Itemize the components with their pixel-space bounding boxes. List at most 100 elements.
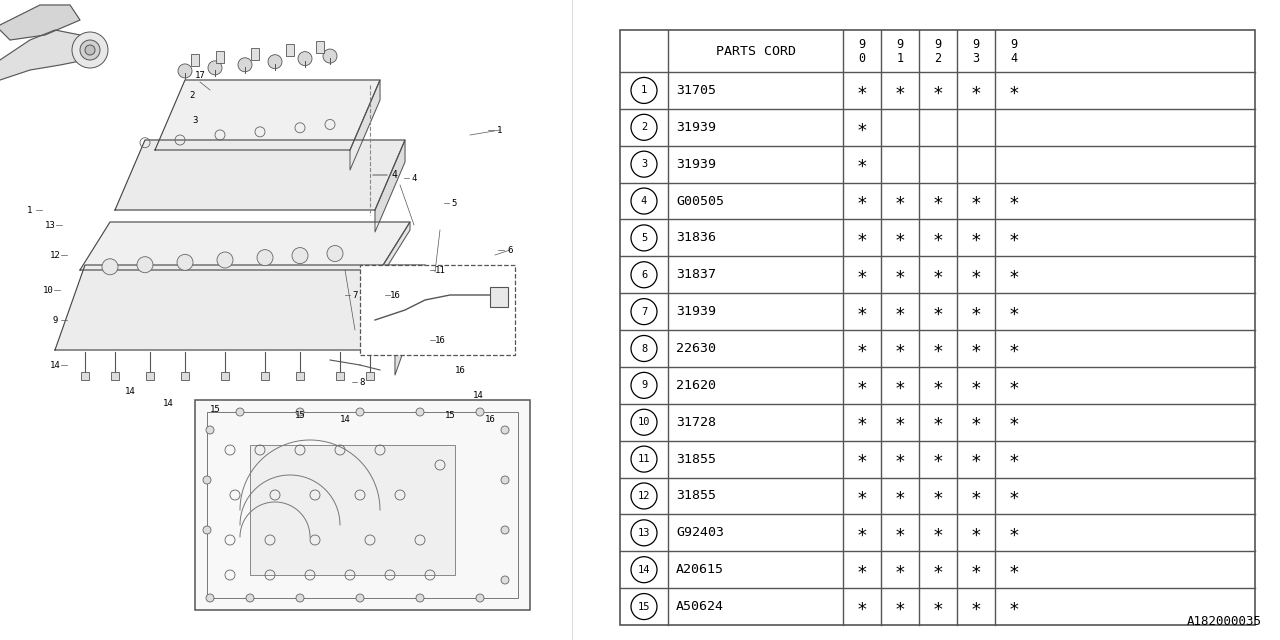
Text: 2: 2 — [189, 90, 195, 99]
Text: 8: 8 — [360, 378, 365, 387]
Text: ∗: ∗ — [1009, 192, 1019, 210]
Text: 21620: 21620 — [676, 379, 716, 392]
Text: ∗: ∗ — [1009, 413, 1019, 431]
Text: ∗: ∗ — [970, 524, 982, 542]
Text: 16: 16 — [454, 365, 466, 374]
Text: ∗: ∗ — [895, 339, 905, 358]
Text: ∗: ∗ — [856, 118, 868, 136]
Text: ∗: ∗ — [933, 561, 943, 579]
Text: ∗: ∗ — [895, 450, 905, 468]
Text: 12: 12 — [637, 491, 650, 501]
Polygon shape — [79, 222, 410, 270]
Text: 31728: 31728 — [676, 416, 716, 429]
Text: A50624: A50624 — [676, 600, 724, 613]
Text: ∗: ∗ — [1009, 339, 1019, 358]
Circle shape — [236, 408, 244, 416]
Text: 3: 3 — [641, 159, 648, 169]
Text: 3: 3 — [973, 51, 979, 65]
Bar — [251, 48, 259, 60]
Bar — [146, 372, 154, 380]
Text: 2: 2 — [641, 122, 648, 132]
Circle shape — [326, 246, 343, 262]
Bar — [216, 51, 224, 63]
Text: 31855: 31855 — [676, 490, 716, 502]
Polygon shape — [349, 80, 380, 170]
Bar — [261, 372, 269, 380]
Text: 15: 15 — [637, 602, 650, 612]
Text: 1: 1 — [896, 51, 904, 65]
Circle shape — [137, 257, 154, 273]
Text: ∗: ∗ — [1009, 229, 1019, 247]
Text: 9: 9 — [52, 316, 58, 324]
Circle shape — [206, 426, 214, 434]
Text: ∗: ∗ — [970, 81, 982, 99]
Bar — [195, 400, 530, 610]
Text: ∗: ∗ — [895, 598, 905, 616]
Text: ∗: ∗ — [1009, 376, 1019, 394]
Text: ∗: ∗ — [856, 266, 868, 284]
Text: ∗: ∗ — [1009, 524, 1019, 542]
Text: ∗: ∗ — [933, 376, 943, 394]
Text: 13: 13 — [637, 528, 650, 538]
Text: 7: 7 — [641, 307, 648, 317]
Text: 7: 7 — [352, 291, 357, 300]
Text: 9: 9 — [934, 38, 942, 51]
Circle shape — [178, 64, 192, 78]
Text: ∗: ∗ — [895, 561, 905, 579]
Text: ∗: ∗ — [933, 192, 943, 210]
Bar — [316, 41, 324, 53]
Circle shape — [218, 252, 233, 268]
Text: ∗: ∗ — [1009, 81, 1019, 99]
Text: ∗: ∗ — [933, 524, 943, 542]
Circle shape — [356, 594, 364, 602]
Text: ∗: ∗ — [970, 376, 982, 394]
Text: ∗: ∗ — [856, 561, 868, 579]
Circle shape — [204, 476, 211, 484]
Text: G00505: G00505 — [676, 195, 724, 207]
Circle shape — [268, 54, 282, 68]
Text: A20615: A20615 — [676, 563, 724, 576]
Text: ∗: ∗ — [933, 450, 943, 468]
Text: ∗: ∗ — [970, 339, 982, 358]
Circle shape — [356, 408, 364, 416]
Text: ∗: ∗ — [933, 598, 943, 616]
Text: ∗: ∗ — [970, 598, 982, 616]
Text: 8: 8 — [641, 344, 648, 353]
Text: 9: 9 — [973, 38, 979, 51]
Text: 14: 14 — [339, 415, 351, 424]
Text: 5: 5 — [452, 198, 457, 207]
Text: A182000035: A182000035 — [1187, 615, 1262, 628]
Text: PARTS CORD: PARTS CORD — [716, 45, 795, 58]
Circle shape — [207, 61, 221, 75]
Text: ∗: ∗ — [933, 81, 943, 99]
Text: 6: 6 — [641, 270, 648, 280]
Text: 31939: 31939 — [676, 121, 716, 134]
Text: ∗: ∗ — [1009, 450, 1019, 468]
Text: ∗: ∗ — [1009, 303, 1019, 321]
Text: 2: 2 — [934, 51, 942, 65]
Text: 31939: 31939 — [676, 305, 716, 318]
Text: ∗: ∗ — [1009, 487, 1019, 505]
Text: 1: 1 — [641, 85, 648, 95]
Circle shape — [177, 254, 193, 270]
Bar — [620, 30, 1254, 625]
Text: 3: 3 — [192, 115, 197, 125]
Text: ∗: ∗ — [1009, 598, 1019, 616]
Polygon shape — [0, 30, 90, 80]
Polygon shape — [396, 265, 425, 375]
Circle shape — [416, 594, 424, 602]
Polygon shape — [115, 140, 404, 210]
Polygon shape — [55, 265, 425, 350]
Circle shape — [500, 526, 509, 534]
Bar — [207, 412, 518, 598]
Text: 10: 10 — [42, 285, 54, 294]
Text: 4: 4 — [411, 173, 417, 182]
Text: 4: 4 — [392, 170, 398, 180]
Text: ∗: ∗ — [895, 266, 905, 284]
Text: 16: 16 — [389, 291, 401, 300]
Circle shape — [238, 58, 252, 72]
Text: ∗: ∗ — [895, 192, 905, 210]
Circle shape — [257, 250, 273, 266]
Text: 8: 8 — [477, 275, 483, 285]
Text: ∗: ∗ — [933, 266, 943, 284]
